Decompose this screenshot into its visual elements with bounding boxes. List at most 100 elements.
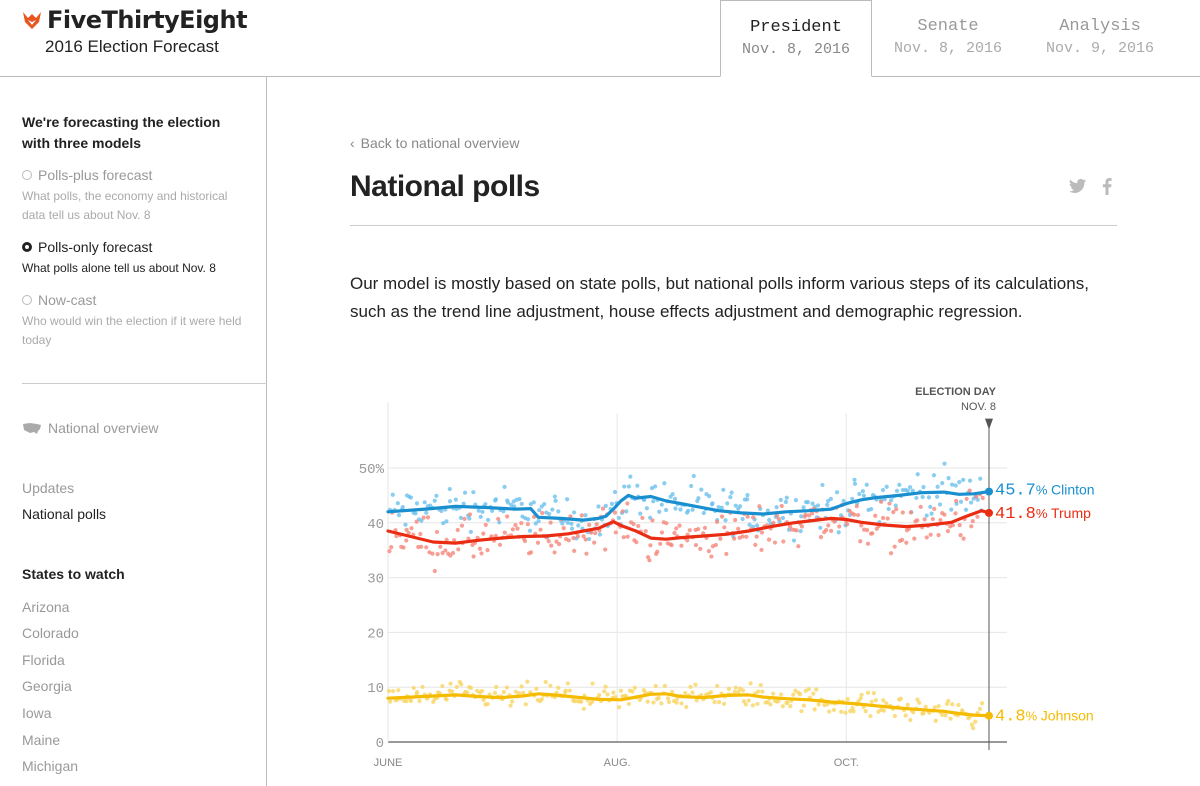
clinton-poll-dot xyxy=(542,501,547,507)
trump-poll-dot xyxy=(592,540,597,545)
johnson-poll-dot xyxy=(740,688,746,693)
trump-end-label: 41.8% Trump xyxy=(995,505,1091,524)
clinton-poll-dot xyxy=(471,490,476,495)
clinton-poll-dot xyxy=(963,507,969,512)
trump-poll-dot xyxy=(510,527,515,532)
johnson-poll-dot xyxy=(948,716,953,721)
trump-poll-dot xyxy=(432,568,437,574)
trump-poll-dot xyxy=(879,499,884,504)
state-link[interactable]: Michigan xyxy=(22,758,79,774)
johnson-poll-dot xyxy=(736,689,741,694)
trump-poll-dot xyxy=(744,534,749,539)
clinton-poll-dot xyxy=(453,497,458,502)
model-now-cast[interactable]: Now-cast Who would win the election if i… xyxy=(22,292,252,350)
clinton-poll-dot xyxy=(929,511,934,516)
trump-poll-dot xyxy=(702,525,708,530)
trump-poll-dot xyxy=(706,549,711,554)
johnson-poll-dot xyxy=(448,681,453,686)
state-link[interactable]: Arizona xyxy=(22,599,70,615)
facebook-icon[interactable] xyxy=(1102,178,1112,200)
clinton-poll-dot xyxy=(886,506,891,512)
clinton-poll-dot xyxy=(780,515,786,521)
clinton-poll-dot xyxy=(670,492,675,497)
model-description: What polls, the economy and historical d… xyxy=(22,189,228,222)
tab-analysis[interactable]: Analysis Nov. 9, 2016 xyxy=(1024,0,1176,77)
clinton-poll-dot xyxy=(926,495,932,500)
trump-poll-dot xyxy=(915,518,920,523)
trump-poll-dot xyxy=(865,541,871,546)
trump-poll-dot xyxy=(435,552,440,557)
trump-poll-dot xyxy=(736,526,741,531)
model-polls-only[interactable]: Polls-only forecast What polls alone tel… xyxy=(22,239,252,278)
johnson-poll-dot xyxy=(923,704,928,709)
trump-poll-dot xyxy=(953,511,958,516)
trump-poll-dot xyxy=(535,540,541,545)
state-link[interactable]: Florida xyxy=(22,652,65,668)
chart-grid xyxy=(387,402,1007,750)
trump-poll-dot xyxy=(892,544,897,549)
clinton-poll-dot xyxy=(403,522,408,527)
clinton-poll-dot xyxy=(565,520,570,525)
trump-poll-dot xyxy=(870,531,875,536)
johnson-poll-dot xyxy=(510,699,515,704)
trump-poll-dot xyxy=(677,523,682,528)
radio-icon[interactable] xyxy=(22,295,32,305)
johnson-poll-dot xyxy=(816,702,821,707)
clinton-poll-dot xyxy=(527,528,533,533)
back-link[interactable]: ‹ Back to national overview xyxy=(350,135,519,151)
y-tick-label: 0 xyxy=(376,736,384,752)
johnson-poll-dot xyxy=(666,699,672,705)
trump-poll-dot xyxy=(438,544,443,549)
johnson-poll-dot xyxy=(656,695,661,701)
johnson-poll-dot xyxy=(956,702,961,708)
trump-poll-dot xyxy=(958,533,963,538)
trump-poll-dot xyxy=(584,551,589,556)
trump-poll-dot xyxy=(583,537,588,542)
johnson-poll-dot xyxy=(869,699,874,704)
johnson-poll-dot xyxy=(513,689,518,694)
clinton-poll-dot xyxy=(728,495,733,500)
johnson-poll-dot xyxy=(662,683,667,688)
tab-president[interactable]: President Nov. 8, 2016 xyxy=(720,0,872,77)
johnson-poll-dot xyxy=(519,684,524,689)
site-header: FiveThirtyEight 2016 Election Forecast P… xyxy=(0,0,1200,77)
clinton-poll-dot xyxy=(861,493,866,498)
sidebar-item-national-polls[interactable]: National polls xyxy=(22,506,107,522)
trump-poll-dot xyxy=(394,533,399,539)
trump-poll-dot xyxy=(418,531,423,537)
state-link[interactable]: Maine xyxy=(22,732,61,748)
trump-poll-dot xyxy=(538,527,543,532)
clinton-poll-dot xyxy=(716,505,721,510)
state-link[interactable]: Colorado xyxy=(22,625,79,641)
trump-poll-dot xyxy=(922,517,927,522)
tab-senate[interactable]: Senate Nov. 8, 2016 xyxy=(872,0,1024,77)
clinton-final-value: 45.7 xyxy=(995,482,1036,501)
trump-poll-dot xyxy=(579,513,584,518)
trump-poll-dot xyxy=(900,537,905,542)
state-link[interactable]: Iowa xyxy=(22,705,52,721)
sidebar-item-national-overview[interactable]: National overview xyxy=(22,420,159,436)
model-polls-plus[interactable]: Polls-plus forecast What polls, the econ… xyxy=(22,167,252,225)
johnson-poll-dot xyxy=(525,679,530,684)
trump-poll-dot xyxy=(912,536,917,541)
johnson-poll-dot xyxy=(768,702,773,707)
johnson-poll-dot xyxy=(590,699,595,704)
trump-poll-dot xyxy=(942,512,947,517)
sidebar-item-updates[interactable]: Updates xyxy=(22,480,75,496)
logo[interactable]: FiveThirtyEight xyxy=(22,6,248,34)
johnson-poll-dot xyxy=(632,685,637,690)
twitter-icon[interactable] xyxy=(1069,178,1087,199)
trump-poll-dot xyxy=(414,519,419,524)
clinton-poll-dot xyxy=(462,490,468,495)
johnson-poll-dot xyxy=(750,703,755,708)
state-link[interactable]: Georgia xyxy=(22,678,72,694)
clinton-poll-dot xyxy=(924,513,929,518)
radio-selected-icon[interactable] xyxy=(22,242,32,252)
johnson-poll-dot xyxy=(801,703,806,708)
trump-poll-dot xyxy=(581,534,586,539)
clinton-poll-dot xyxy=(931,473,937,478)
radio-icon[interactable] xyxy=(22,170,32,180)
trump-poll-dot xyxy=(664,521,669,526)
y-tick-label: 20 xyxy=(367,626,384,642)
johnson-poll-dot xyxy=(454,684,459,690)
